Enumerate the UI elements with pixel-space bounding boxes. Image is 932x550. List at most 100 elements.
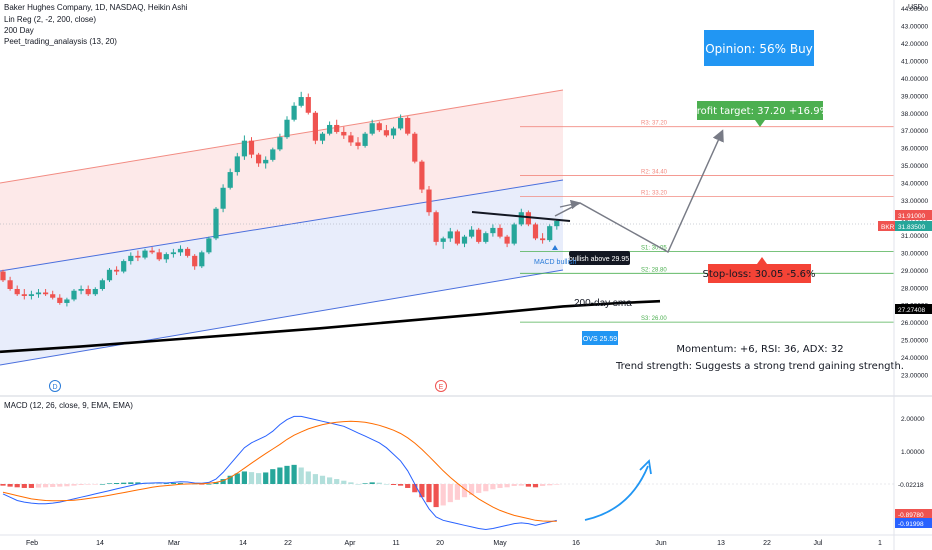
- time-tick-label: Jul: [814, 540, 823, 547]
- macd-histogram-bar: [504, 484, 510, 488]
- candle: [263, 159, 269, 164]
- macd-histogram-bar: [376, 482, 382, 484]
- candle: [185, 248, 191, 256]
- macd-histogram-bar: [227, 475, 233, 484]
- candle: [490, 227, 496, 234]
- sma-value-badge: 27.27408: [898, 307, 925, 314]
- candle: [114, 269, 120, 272]
- forecast-path: [554, 129, 724, 254]
- macd-histogram-bar: [220, 479, 226, 484]
- level-label-s3: S3: 26.00: [641, 316, 667, 322]
- indicator-linreg-label[interactable]: Lin Reg (2, -2, 200, close): [4, 15, 97, 24]
- macd-histogram-bar: [256, 473, 262, 484]
- candle: [540, 238, 546, 241]
- candle: [440, 238, 446, 242]
- macd-histogram-bar: [92, 484, 98, 485]
- candle: [234, 156, 240, 173]
- candle: [50, 294, 56, 298]
- macd-histogram-bar: [14, 484, 20, 488]
- candle: [483, 233, 489, 242]
- dividend-marker[interactable]: D: [49, 380, 61, 392]
- chart-title[interactable]: Baker Hughes Company, 1D, NASDAQ, Heikin…: [4, 3, 188, 12]
- time-tick-label: 11: [392, 540, 399, 547]
- price-tick-label: 39.00000: [901, 93, 928, 100]
- macd-histogram-bar: [71, 484, 77, 486]
- price-tick-label: 37.00000: [901, 128, 928, 135]
- macd-histogram-bar: [121, 482, 127, 484]
- time-tick-label: 14: [96, 540, 104, 547]
- price-tick-label: 24.00000: [901, 355, 928, 362]
- indicator-peet-label[interactable]: Peet_trading_analaysis (13, 20): [4, 37, 117, 46]
- candle: [461, 236, 468, 244]
- candle: [156, 252, 162, 260]
- svg-text:D: D: [52, 384, 57, 391]
- candle: [405, 117, 411, 134]
- last-price-badge-bg: [895, 210, 932, 220]
- candle: [21, 294, 27, 296]
- price-tick-label: 30.00000: [901, 250, 928, 257]
- candle: [305, 97, 311, 113]
- macd-histogram-bar: [426, 484, 432, 503]
- candle: [0, 271, 6, 281]
- price-tick-label: 31.00000: [901, 233, 928, 240]
- ha-close-badge: 31.83500: [898, 224, 925, 231]
- indicator-sma-label[interactable]: 200 Day: [4, 26, 34, 35]
- price-tick-label: 23.00000: [901, 373, 928, 380]
- stop-loss-box: Stop-loss: 30.05 -5.6%: [702, 257, 816, 283]
- macd-legend[interactable]: MACD (12, 26, close, 9, EMA, EMA): [4, 401, 133, 410]
- macd-histogram-bar: [298, 467, 304, 484]
- time-tick-label: May: [493, 540, 507, 547]
- macd-histogram-bar: [319, 475, 326, 484]
- candle: [355, 142, 361, 146]
- candle: [504, 236, 510, 244]
- time-tick-label: Jun: [655, 540, 666, 547]
- macd-histogram-bar: [170, 483, 176, 484]
- candle: [547, 226, 553, 241]
- macd-histogram-bar: [177, 483, 184, 484]
- candle: [241, 140, 247, 157]
- last-price-badge: 31.91000: [898, 213, 925, 220]
- candle: [291, 105, 297, 120]
- candle: [248, 140, 255, 155]
- macd-histogram-bar: [0, 484, 6, 486]
- candle: [28, 294, 34, 296]
- price-tick-label: 25.00000: [901, 338, 928, 345]
- macd-bullish-label: MACD bullish: [534, 259, 577, 266]
- time-tick-label: 16: [572, 540, 580, 547]
- macd-histogram-bar: [447, 484, 453, 503]
- candle: [433, 212, 439, 242]
- macd-histogram-bar: [476, 484, 482, 493]
- bullish-marker-icon: [552, 245, 558, 250]
- macd-histogram-bar: [383, 484, 389, 485]
- macd-histogram-bar: [156, 483, 162, 484]
- sma-200-line: [0, 299, 661, 354]
- candle: [362, 133, 368, 146]
- candle: [341, 131, 347, 136]
- price-tick-label: 41.00000: [901, 58, 928, 65]
- candle: [71, 290, 77, 300]
- macd-value-badge-2: -0.91998: [898, 521, 924, 528]
- candle: [469, 229, 475, 237]
- regression-lower-line: [0, 269, 564, 366]
- macd-histogram-bar: [355, 484, 361, 485]
- ha-close-badge-bg: [895, 221, 932, 231]
- regression-upper-band: [0, 90, 563, 271]
- macd-histogram-bar: [390, 484, 397, 485]
- candle: [383, 130, 389, 136]
- macd-histogram-bar: [369, 482, 375, 484]
- earnings-marker[interactable]: E: [435, 380, 447, 392]
- candle: [7, 280, 13, 289]
- candle: [14, 288, 20, 295]
- trend-strength-text: Trend strength: Suggests a strong trend …: [615, 361, 904, 372]
- ovs-label: OVS 25.59: [582, 331, 618, 345]
- macd-histogram-bar: [497, 484, 503, 488]
- time-tick-label: Apr: [345, 540, 357, 547]
- price-tick-label: 26.00000: [901, 320, 928, 327]
- macd-histogram-bar: [305, 471, 311, 484]
- candle: [170, 252, 176, 255]
- candle: [142, 250, 148, 258]
- profit-target-box: Profit target: 37.20 +16.9%: [691, 101, 829, 127]
- macd-signal-badge: -0.02218: [898, 482, 924, 489]
- regression-upper-line: [0, 89, 564, 184]
